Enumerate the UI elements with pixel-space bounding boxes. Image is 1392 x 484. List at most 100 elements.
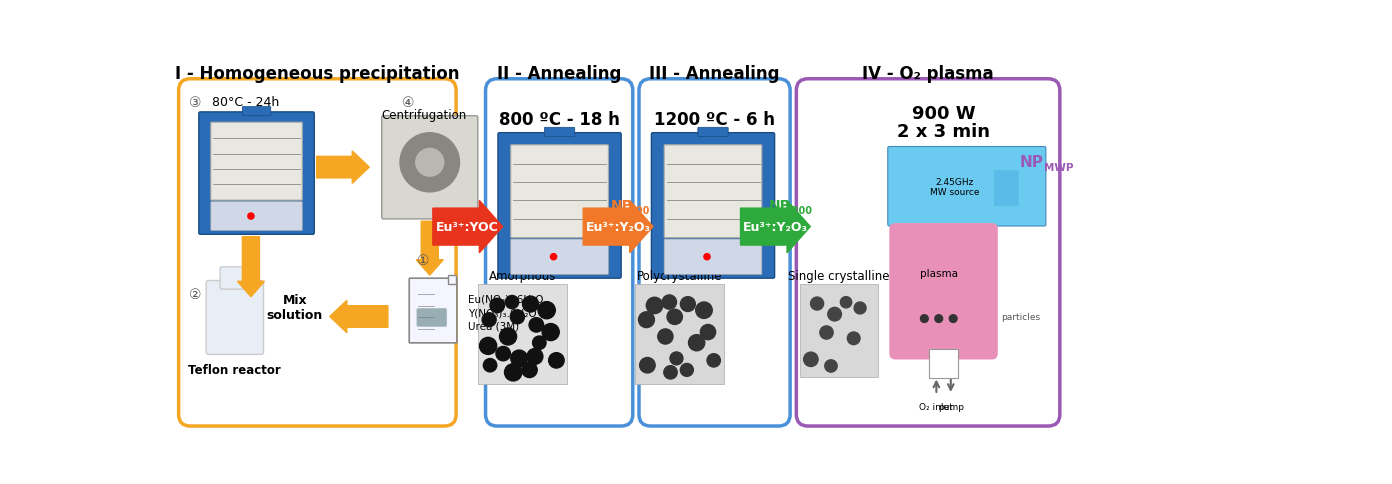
Text: Eu(NO₃)₃.6H₂O: Eu(NO₃)₃.6H₂O	[468, 294, 543, 303]
Text: NP: NP	[768, 198, 791, 212]
Circle shape	[416, 149, 444, 177]
Circle shape	[539, 302, 555, 319]
Text: MWP: MWP	[1044, 163, 1073, 173]
Circle shape	[400, 134, 459, 193]
FancyArrow shape	[416, 222, 443, 275]
Circle shape	[664, 366, 678, 379]
Text: Y(NO₃)₃.6H₂O: Y(NO₃)₃.6H₂O	[468, 307, 536, 318]
Text: O₂ inlet: O₂ inlet	[920, 402, 954, 411]
FancyBboxPatch shape	[994, 171, 1019, 207]
Text: NP: NP	[1019, 155, 1044, 170]
Text: 900 W: 900 W	[912, 105, 976, 123]
Text: ④: ④	[402, 96, 415, 110]
FancyBboxPatch shape	[409, 279, 457, 343]
Circle shape	[483, 359, 497, 372]
Circle shape	[949, 315, 958, 323]
FancyBboxPatch shape	[210, 123, 302, 201]
Text: ③: ③	[189, 96, 202, 110]
Text: 80°C - 24h: 80°C - 24h	[213, 96, 280, 109]
Bar	[477, 285, 567, 385]
Text: plasma: plasma	[920, 268, 958, 278]
Text: III - Annealing: III - Annealing	[649, 64, 780, 82]
Text: particles: particles	[1001, 312, 1041, 321]
Text: Mix
solution: Mix solution	[267, 293, 323, 321]
FancyBboxPatch shape	[888, 147, 1045, 227]
Circle shape	[504, 364, 522, 381]
Circle shape	[667, 310, 682, 325]
Bar	[800, 285, 878, 377]
Circle shape	[479, 338, 497, 355]
Circle shape	[541, 324, 560, 341]
Text: Single crystalline: Single crystalline	[788, 269, 889, 282]
Text: Amorphous: Amorphous	[489, 269, 555, 282]
Circle shape	[658, 329, 672, 344]
Text: Eu³⁺:Y₂O₃: Eu³⁺:Y₂O₃	[586, 221, 650, 234]
Circle shape	[803, 352, 818, 367]
Text: 2.45GHz
MW source: 2.45GHz MW source	[930, 177, 979, 197]
Circle shape	[700, 325, 715, 340]
Circle shape	[704, 254, 710, 260]
FancyArrow shape	[433, 201, 503, 253]
Circle shape	[670, 352, 683, 365]
Circle shape	[639, 312, 654, 328]
Circle shape	[522, 363, 537, 378]
Circle shape	[511, 350, 528, 367]
FancyBboxPatch shape	[697, 128, 728, 137]
Circle shape	[696, 302, 713, 319]
Text: 800: 800	[629, 205, 649, 215]
Circle shape	[511, 310, 525, 324]
FancyBboxPatch shape	[511, 146, 608, 238]
Circle shape	[681, 363, 693, 377]
Text: pump: pump	[938, 402, 963, 411]
Text: Centrifugation: Centrifugation	[381, 108, 466, 121]
Circle shape	[820, 326, 834, 339]
Circle shape	[639, 358, 656, 373]
Circle shape	[548, 353, 564, 368]
Text: Eu³⁺:Y₂O₃: Eu³⁺:Y₂O₃	[743, 221, 807, 234]
Circle shape	[689, 335, 704, 351]
FancyBboxPatch shape	[889, 224, 998, 360]
Bar	[448, 275, 457, 285]
FancyBboxPatch shape	[651, 134, 774, 279]
Text: I - Homogeneous precipitation: I - Homogeneous precipitation	[175, 64, 459, 82]
FancyBboxPatch shape	[381, 117, 477, 219]
FancyBboxPatch shape	[511, 240, 608, 275]
Text: Urea (3M): Urea (3M)	[468, 321, 519, 331]
FancyArrow shape	[330, 301, 388, 333]
Circle shape	[646, 298, 663, 314]
Circle shape	[248, 213, 253, 220]
Circle shape	[522, 297, 539, 312]
Circle shape	[810, 298, 824, 310]
Circle shape	[533, 336, 546, 349]
FancyBboxPatch shape	[664, 240, 761, 275]
Circle shape	[528, 349, 543, 364]
FancyBboxPatch shape	[199, 113, 315, 235]
Circle shape	[707, 354, 721, 367]
Circle shape	[500, 328, 516, 345]
Bar	[928, 350, 958, 378]
Text: II - Annealing: II - Annealing	[497, 64, 621, 82]
Text: 1200 ºC - 6 h: 1200 ºC - 6 h	[654, 110, 775, 129]
Bar	[635, 285, 724, 385]
Circle shape	[841, 297, 852, 308]
Text: 800 ºC - 18 h: 800 ºC - 18 h	[498, 110, 619, 129]
Circle shape	[828, 308, 841, 321]
Circle shape	[505, 296, 519, 309]
FancyBboxPatch shape	[210, 202, 302, 231]
FancyBboxPatch shape	[664, 146, 761, 238]
Circle shape	[550, 254, 557, 260]
Text: Polycrystalline: Polycrystalline	[638, 269, 722, 282]
Text: ②: ②	[189, 288, 202, 302]
Circle shape	[482, 313, 496, 327]
Circle shape	[855, 302, 866, 314]
Text: IV - O₂ plasma: IV - O₂ plasma	[862, 64, 994, 82]
FancyBboxPatch shape	[544, 128, 575, 137]
FancyBboxPatch shape	[498, 134, 621, 279]
Circle shape	[490, 299, 504, 313]
Circle shape	[825, 360, 837, 372]
Text: Eu³⁺:YOC: Eu³⁺:YOC	[436, 221, 500, 234]
FancyBboxPatch shape	[242, 107, 271, 117]
Circle shape	[681, 297, 696, 312]
FancyArrow shape	[316, 151, 369, 184]
Circle shape	[920, 315, 928, 323]
